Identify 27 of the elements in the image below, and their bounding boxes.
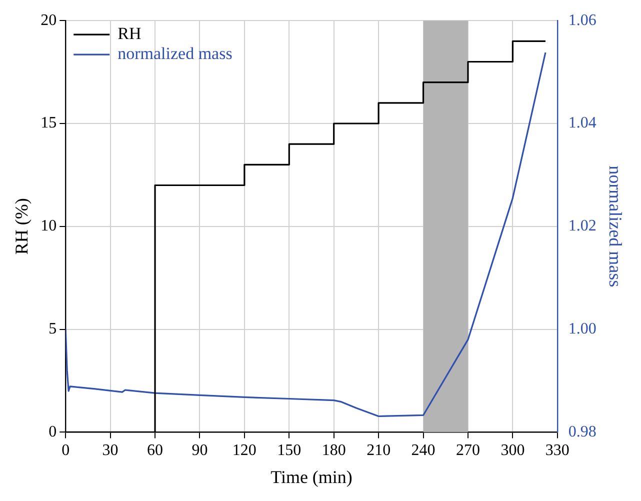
y-tick-label: 10 xyxy=(40,218,57,235)
x-tick-label: 330 xyxy=(545,442,570,460)
y2-tick-label: 0.98 xyxy=(568,423,596,440)
x-tick-label: 60 xyxy=(147,442,164,460)
x-tick-label: 270 xyxy=(456,442,480,460)
x-tick-label: 30 xyxy=(102,442,118,460)
x-axis-title: Time (min) xyxy=(270,466,352,487)
y-axis-title: RH (%) xyxy=(12,198,32,255)
x-tick-label: 120 xyxy=(232,442,256,460)
y-tick-label: 15 xyxy=(40,114,57,132)
y2-tick-label: 1.02 xyxy=(568,218,596,235)
y2-axis-title: normalized mass xyxy=(605,166,626,288)
x-tick-label: 180 xyxy=(322,442,346,460)
legend-label: RH xyxy=(118,24,142,44)
y-tick-label: 5 xyxy=(48,320,57,338)
x-tick-label: 240 xyxy=(411,442,436,460)
x-tick-label: 0 xyxy=(62,442,70,460)
y-tick-label: 0 xyxy=(48,423,57,440)
x-tick-label: 210 xyxy=(366,442,391,460)
x-tick-label: 150 xyxy=(277,442,302,460)
x-tick-label: 300 xyxy=(500,442,525,460)
legend-label: normalized mass xyxy=(118,44,232,64)
y-tick-label: 20 xyxy=(40,12,57,29)
x-tick-label: 90 xyxy=(192,442,208,460)
y2-tick-label: 1.06 xyxy=(568,12,596,29)
y2-tick-label: 1.04 xyxy=(568,114,596,132)
y2-tick-label: 1.00 xyxy=(568,320,596,338)
